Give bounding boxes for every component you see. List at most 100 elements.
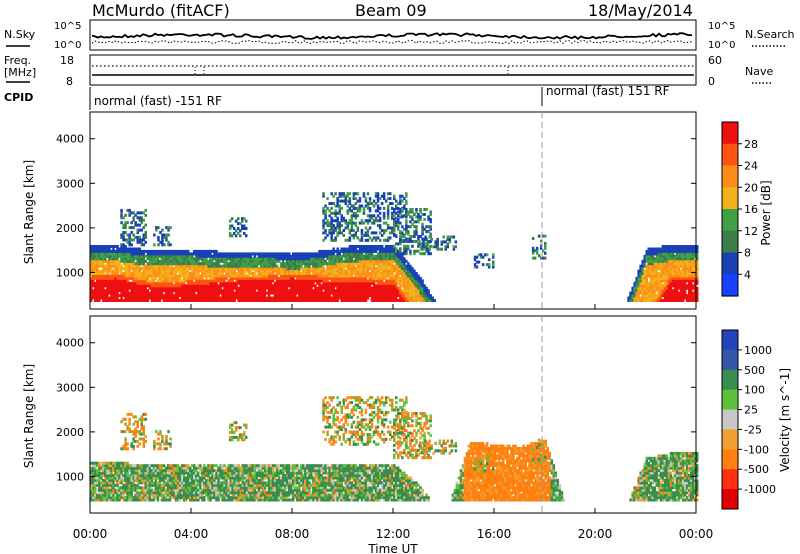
power-cell bbox=[310, 294, 313, 298]
power-cell bbox=[324, 254, 327, 258]
power-cell bbox=[263, 262, 267, 266]
power-cell bbox=[683, 296, 687, 300]
noise-search-label: N.Search bbox=[745, 28, 795, 41]
power-cell bbox=[637, 296, 640, 300]
power-cell bbox=[96, 247, 99, 251]
power-cell bbox=[340, 214, 343, 218]
power-cell bbox=[382, 238, 386, 242]
velocity-cell bbox=[92, 498, 95, 502]
power-cell bbox=[376, 276, 380, 280]
power-cell bbox=[338, 211, 341, 215]
power-cell bbox=[413, 274, 416, 278]
power-cell bbox=[290, 276, 293, 280]
power-cell bbox=[110, 259, 113, 263]
power-cell bbox=[104, 294, 107, 298]
power-cell bbox=[405, 247, 408, 251]
power-cell bbox=[360, 269, 364, 273]
power-cell bbox=[170, 262, 174, 266]
power-cell bbox=[203, 299, 206, 302]
power-cell bbox=[292, 252, 295, 256]
power-cell bbox=[285, 259, 289, 263]
power-cell bbox=[189, 252, 192, 256]
power-cell bbox=[160, 267, 164, 271]
power-cell bbox=[366, 262, 370, 266]
power-cell bbox=[302, 286, 305, 290]
power-cell bbox=[306, 269, 309, 273]
power-cell bbox=[342, 299, 345, 302]
power-cell bbox=[257, 252, 261, 256]
power-cell bbox=[651, 291, 655, 295]
power-cell bbox=[544, 234, 547, 238]
power-cell bbox=[310, 262, 313, 266]
power-cell bbox=[391, 264, 394, 268]
power-cell bbox=[342, 247, 345, 251]
velocity-cell bbox=[112, 464, 115, 468]
power-cell bbox=[645, 294, 648, 298]
power-cell bbox=[448, 235, 452, 239]
power-cell bbox=[168, 274, 172, 278]
power-cell bbox=[257, 299, 261, 302]
power-cell bbox=[199, 279, 202, 283]
power-cell bbox=[134, 279, 137, 283]
power-cell bbox=[334, 219, 337, 223]
power-cell bbox=[130, 262, 133, 266]
power-cell bbox=[382, 216, 386, 220]
power-cell bbox=[352, 281, 356, 285]
power-cell bbox=[342, 289, 345, 293]
power-cell bbox=[336, 252, 339, 256]
power-cell bbox=[389, 267, 392, 271]
power-cell bbox=[376, 291, 380, 295]
power-cell bbox=[384, 267, 388, 271]
power-cell bbox=[667, 279, 671, 283]
power-cell bbox=[380, 269, 384, 273]
power-cell bbox=[635, 276, 638, 280]
power-cell bbox=[164, 259, 168, 263]
power-cell bbox=[348, 286, 352, 290]
power-cell bbox=[146, 276, 150, 280]
power-cell bbox=[374, 289, 378, 293]
power-cell bbox=[432, 245, 435, 249]
power-cell bbox=[231, 262, 234, 266]
power-cell bbox=[249, 286, 253, 290]
power-cell bbox=[132, 254, 135, 258]
power-cell bbox=[328, 291, 331, 295]
power-cell bbox=[651, 294, 655, 298]
power-cell bbox=[292, 259, 295, 263]
power-cell bbox=[132, 289, 135, 293]
power-cell bbox=[290, 284, 293, 288]
power-cell bbox=[249, 291, 253, 295]
power-cell bbox=[376, 274, 380, 278]
power-cell bbox=[382, 286, 386, 290]
power-cell bbox=[193, 284, 196, 288]
power-cell bbox=[228, 227, 232, 230]
power-cell bbox=[389, 254, 392, 258]
power-cell bbox=[168, 296, 172, 300]
power-cell bbox=[201, 257, 204, 261]
velocity-cell bbox=[98, 471, 101, 475]
power-cell bbox=[136, 216, 139, 220]
power-cell bbox=[120, 286, 123, 290]
power-cell bbox=[669, 247, 673, 251]
power-cell bbox=[294, 257, 297, 261]
power-cell bbox=[673, 279, 677, 283]
power-cell bbox=[243, 217, 246, 221]
power-cell bbox=[374, 286, 378, 290]
power-cell bbox=[207, 294, 210, 298]
power-cell bbox=[275, 296, 279, 300]
power-cell bbox=[421, 294, 424, 298]
power-cell bbox=[386, 249, 390, 253]
power-cell bbox=[659, 286, 663, 290]
power-cell bbox=[106, 294, 109, 298]
power-cell bbox=[239, 296, 242, 300]
power-cell bbox=[346, 286, 349, 290]
power-cell bbox=[191, 286, 194, 290]
power-cell bbox=[205, 299, 208, 302]
power-cell bbox=[336, 231, 339, 235]
power-cell bbox=[320, 291, 323, 295]
power-cell bbox=[116, 269, 119, 273]
power-cell bbox=[399, 279, 402, 283]
power-cell bbox=[485, 263, 489, 267]
power-cell bbox=[221, 254, 224, 258]
power-cell bbox=[237, 252, 240, 256]
power-cell bbox=[241, 219, 244, 223]
